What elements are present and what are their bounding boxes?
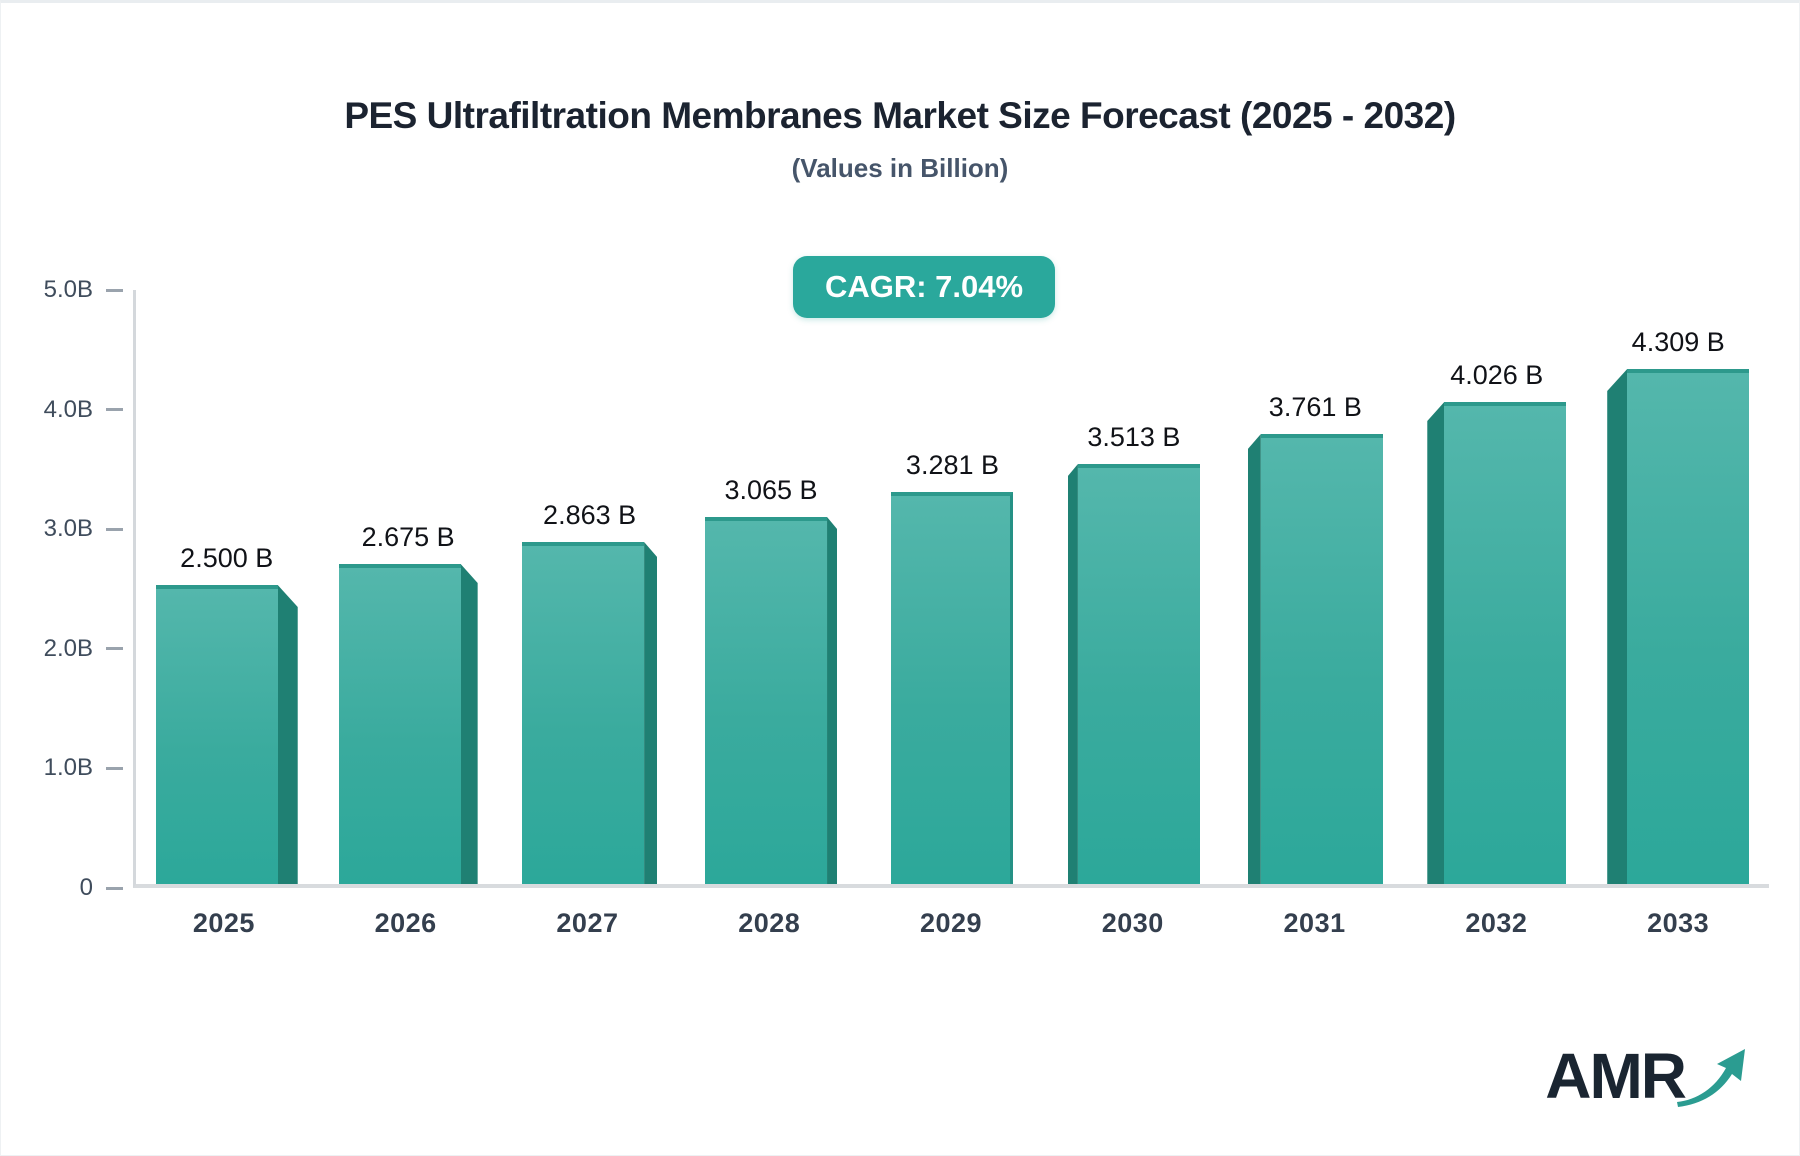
bar-side-shadow [460, 564, 478, 884]
y-axis-tick-label: 4.0B [43, 395, 93, 423]
bar-value-label: 4.309 B [1631, 327, 1725, 357]
x-axis-label: 2031 [1283, 908, 1346, 938]
x-axis-label: 2026 [374, 908, 437, 938]
bar-value-label: 2.500 B [180, 543, 274, 573]
bar: 3.513 B [1067, 422, 1200, 884]
bar-value-label: 4.026 B [1450, 360, 1544, 390]
bar-face [705, 517, 828, 884]
bar-side-shadow [827, 517, 838, 884]
y-axis-tick: 0 [41, 874, 136, 902]
bar: 2.675 B [338, 522, 478, 884]
bar-value-label: 2.675 B [361, 522, 455, 552]
x-axis-label: 2032 [1465, 908, 1528, 938]
tick-mark [106, 527, 123, 531]
x-axis-label: 2033 [1647, 908, 1710, 938]
x-axis-label: 2029 [919, 908, 983, 938]
bar-face [1260, 434, 1383, 884]
bar-side-shadow [277, 585, 298, 884]
x-axis-label: 2030 [1101, 908, 1164, 938]
bar: 3.065 B [705, 475, 838, 884]
amr-logo: AMR [1545, 1044, 1751, 1115]
y-axis-tick-label: 2.0B [43, 634, 93, 662]
y-axis-tick-label: 5.0B [43, 276, 93, 303]
bar: 3.281 B [891, 450, 1014, 884]
bar-side-shadow [1607, 369, 1628, 884]
tick-mark [106, 288, 123, 292]
y-axis-tick-label: 1.0B [43, 754, 93, 782]
y-axis-tick: 2.0B [41, 635, 136, 663]
bar-value-label: 3.281 B [905, 450, 1000, 480]
bar: 2.500 B [155, 543, 298, 884]
bar-face [338, 564, 461, 884]
cagr-badge: CAGR: 7.04% [792, 256, 1056, 318]
trending-up-arrow-icon [1675, 1046, 1751, 1115]
bar-face [155, 585, 278, 884]
logo-text: AMR [1545, 1040, 1687, 1112]
y-axis-tick: 4.0B [41, 396, 136, 424]
x-axis-label: 2028 [738, 908, 801, 938]
bar-side-shadow [644, 542, 658, 884]
tick-mark [106, 408, 123, 412]
bar-column: 4.309 B [1588, 290, 1769, 884]
y-axis-tick: 5.0B [41, 276, 136, 304]
bar-column: 3.065 B [680, 290, 861, 884]
plot-area: 5.0B 4.0B 3.0B 2.0B 1.0B 0 2.500 B 2.675 B 2.86… [44, 276, 1769, 901]
bars-container: 2.500 B 2.675 B 2.863 B 3.065 B 3.281 B 3.513… [136, 290, 1769, 884]
x-axis-label: 2027 [556, 908, 619, 938]
bar: 2.863 B [522, 500, 658, 884]
bar-column: 2.863 B [499, 290, 680, 884]
bar-column: 2.675 B [317, 290, 498, 884]
bar-column: 3.761 B [1225, 290, 1406, 884]
tick-mark [106, 766, 123, 770]
bar-side-shadow [1247, 434, 1261, 884]
cagr-badge-row: CAGR: 7.04% [1, 256, 1799, 318]
bar-value-label: 3.065 B [724, 475, 818, 505]
bar-face [522, 542, 645, 884]
bar-value-label: 2.863 B [543, 500, 637, 530]
tick-mark [106, 886, 123, 890]
bar-side-shadow [1067, 464, 1078, 884]
bar: 4.309 B [1607, 327, 1750, 884]
bar: 4.026 B [1427, 360, 1567, 884]
bar-column: 4.026 B [1406, 290, 1587, 884]
bar-value-label: 3.513 B [1087, 422, 1181, 452]
y-axis-tick: 1.0B [41, 754, 136, 782]
bar-value-label: 3.761 B [1268, 392, 1362, 422]
bar-face [1444, 402, 1567, 884]
tick-mark [106, 647, 123, 651]
bar-column: 3.513 B [1043, 290, 1224, 884]
x-axis-label: 2025 [192, 908, 255, 938]
bar-face [1627, 369, 1750, 884]
y-axis-tick-label: 0 [79, 874, 93, 901]
bar: 3.761 B [1247, 392, 1383, 884]
chart-subtitle: (Values in Billion) [791, 153, 1009, 183]
bar-column: 3.281 B [862, 290, 1043, 884]
bar-face [891, 492, 1014, 884]
y-axis-tick: 3.0B [41, 515, 136, 543]
y-axis-tick-label: 3.0B [43, 515, 93, 543]
bar-face [1077, 464, 1200, 884]
chart-title: PES Ultrafiltration Membranes Market Siz… [344, 95, 1456, 136]
bar-side-shadow [1427, 402, 1445, 884]
x-axis-labels: 2025 2026 2027 2028 2029 2030 2031 2032 2033 [133, 908, 1769, 939]
bar-column: 2.500 B [136, 290, 317, 884]
